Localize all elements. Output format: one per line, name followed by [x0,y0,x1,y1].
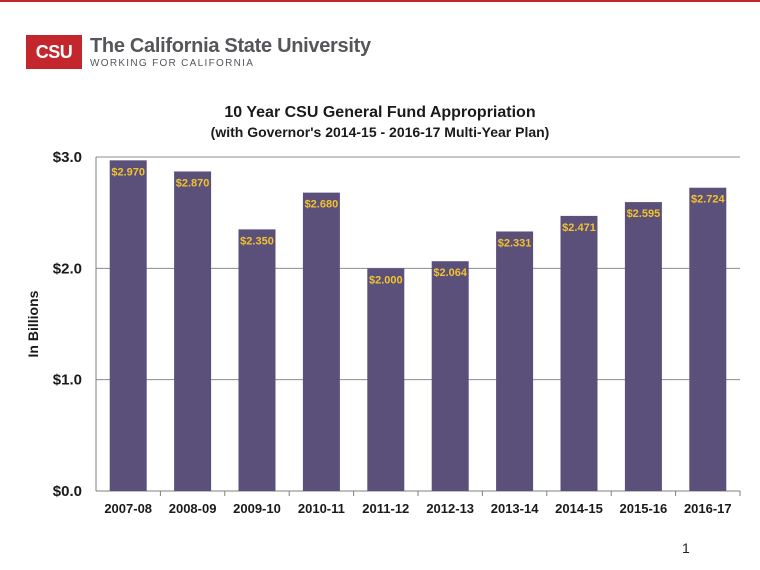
csu-logo-mark: CSU [26,35,82,69]
data-label: $2.000 [369,274,403,286]
x-tick-label: 2016-17 [684,501,732,516]
bar [367,268,405,491]
bar [238,229,276,491]
data-label: $2.595 [627,208,661,220]
chart-subtitle: (with Governor's 2014-15 - 2016-17 Multi… [210,124,550,140]
data-label: $2.331 [498,237,532,249]
y-tick-label: $1.0 [53,372,82,389]
data-label: $2.680 [305,199,339,211]
logo-tagline: WORKING FOR CALIFORNIA [90,57,255,69]
x-tick-label: 2010-11 [298,501,345,516]
data-label: $2.870 [176,177,210,189]
y-tick-label: $0.0 [53,483,82,500]
bar [302,192,340,492]
data-label: $2.970 [111,166,145,178]
x-tick-label: 2009-10 [233,501,281,516]
bar [174,171,212,491]
bar [109,160,147,491]
y-tick-label: $2.0 [53,260,82,277]
x-tick-label: 2011-12 [362,501,409,516]
logo-name: The California State University [90,34,371,57]
page-number: 1 [682,540,690,556]
y-axis-label: In Billions [25,290,41,357]
bar [496,231,534,491]
x-tick-label: 2008-09 [169,501,217,516]
bar [431,261,469,491]
y-tick-label: $3.0 [53,149,82,166]
logo-text: The California State University WORKING … [90,36,371,69]
data-label: $2.724 [691,194,726,206]
x-tick-label: 2012-13 [426,501,474,516]
bar [560,215,598,492]
data-label: $2.350 [240,235,274,247]
x-tick-label: 2013-14 [491,501,539,516]
data-label: $2.064 [433,267,468,279]
x-tick-label: 2015-16 [620,501,668,516]
bar [624,202,662,491]
data-label: $2.471 [562,222,596,234]
bar [689,187,727,491]
x-tick-label: 2014-15 [555,501,603,516]
top-rule [0,0,760,2]
csu-logo: CSU The California State University WORK… [26,34,371,70]
x-tick-label: 2007-08 [104,501,152,516]
chart-title: 10 Year CSU General Fund Appropriation [224,104,536,121]
